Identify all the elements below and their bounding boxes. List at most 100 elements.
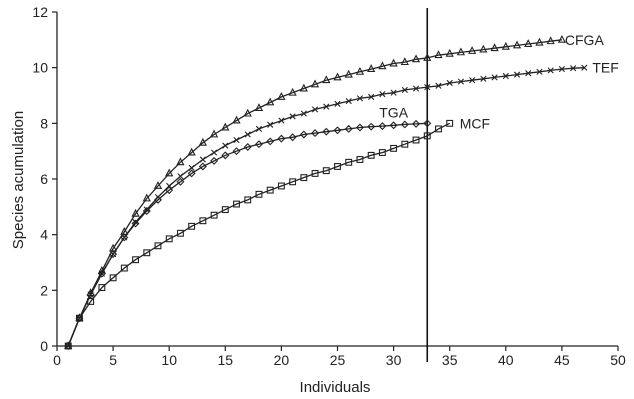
x-tick-label: 5	[109, 352, 117, 368]
point-cfga	[209, 129, 219, 138]
point-mcf	[75, 314, 83, 322]
point-cfga	[378, 61, 387, 70]
point-tga	[288, 133, 297, 142]
series-label-cfga: CFGA	[565, 32, 605, 48]
point-tef	[424, 84, 431, 91]
point-mcf	[322, 167, 330, 175]
point-mcf	[289, 178, 297, 186]
point-tga	[142, 207, 151, 215]
point-cfga	[142, 193, 151, 202]
series-line-tef	[67, 67, 585, 347]
series-line-mcf	[67, 122, 450, 347]
point-cfga	[445, 48, 454, 57]
point-tef	[547, 67, 554, 74]
x-tick-label: 40	[498, 352, 514, 368]
point-mcf	[255, 190, 263, 198]
point-tga	[210, 156, 219, 165]
point-cfga	[165, 168, 174, 177]
point-tef	[334, 100, 341, 107]
point-tef	[379, 91, 386, 98]
x-tick-label: 30	[386, 352, 402, 368]
series-line-cfga	[67, 39, 562, 347]
point-tga	[154, 195, 162, 204]
point-tef	[581, 64, 588, 71]
point-tef	[345, 97, 352, 105]
y-tick-label: 12	[32, 4, 48, 20]
point-mcf	[120, 264, 128, 272]
point-cfga	[198, 137, 207, 146]
point-tga	[333, 126, 342, 135]
y-axis-title: Species acumulation	[10, 111, 27, 249]
point-tga	[344, 124, 353, 133]
point-cfga	[434, 50, 443, 59]
point-tef	[412, 85, 420, 92]
point-cfga	[322, 75, 331, 84]
point-cfga	[288, 87, 297, 96]
point-tef	[368, 93, 375, 100]
point-mcf	[221, 206, 229, 214]
point-cfga	[221, 122, 230, 131]
point-mcf	[64, 342, 72, 350]
series-label-tef: TEF	[592, 60, 618, 76]
point-cfga	[524, 39, 533, 47]
point-cfga	[456, 47, 466, 56]
point-cfga	[501, 41, 510, 50]
point-tga	[243, 143, 252, 151]
point-tga	[367, 122, 376, 131]
point-tga	[423, 119, 432, 128]
point-cfga	[187, 147, 196, 156]
point-cfga	[254, 103, 264, 111]
point-tga	[412, 119, 421, 128]
point-mcf	[165, 235, 173, 243]
point-cfga	[512, 40, 522, 49]
point-cfga	[232, 115, 241, 124]
point-cfga	[355, 66, 365, 75]
point-tef	[300, 110, 307, 117]
point-mcf	[132, 256, 139, 264]
point-tef	[469, 77, 476, 84]
point-cfga	[557, 34, 567, 43]
point-mcf	[98, 284, 106, 291]
point-cfga	[389, 58, 398, 67]
point-cfga	[344, 69, 353, 78]
point-tef	[525, 70, 532, 77]
point-cfga	[176, 157, 185, 166]
point-mcf	[423, 132, 431, 140]
point-mcf	[334, 163, 341, 170]
point-cfga	[535, 37, 544, 46]
point-tga	[131, 219, 140, 228]
x-tick-label: 25	[330, 352, 346, 368]
point-tga	[109, 250, 118, 259]
y-tick-label: 8	[40, 115, 48, 131]
point-tga	[198, 162, 207, 171]
point-tef	[188, 164, 195, 171]
point-tef	[536, 68, 543, 75]
point-tef	[480, 75, 487, 82]
point-cfga	[153, 181, 163, 189]
point-cfga	[333, 72, 342, 81]
point-mcf	[176, 229, 184, 237]
point-mcf	[143, 249, 151, 257]
point-tef	[390, 89, 397, 96]
point-cfga	[131, 208, 140, 217]
series-label-mcf: MCF	[460, 115, 490, 131]
point-tga	[187, 169, 196, 178]
point-tef	[570, 65, 577, 72]
x-tick-label: 0	[53, 352, 61, 368]
x-tick-label: 10	[161, 352, 177, 368]
point-tga	[254, 140, 263, 149]
point-tga	[299, 130, 308, 139]
point-tef	[323, 103, 330, 110]
point-tga	[355, 123, 364, 132]
point-tef	[446, 79, 453, 87]
point-tga	[176, 177, 185, 186]
point-mcf	[446, 119, 454, 127]
point-cfga	[423, 53, 432, 61]
x-tick-label: 15	[218, 352, 234, 368]
point-cfga	[299, 83, 308, 92]
point-tga	[232, 147, 241, 156]
point-tef	[244, 131, 251, 138]
point-mcf	[109, 274, 117, 282]
point-mcf	[345, 158, 353, 166]
point-cfga	[411, 54, 421, 63]
